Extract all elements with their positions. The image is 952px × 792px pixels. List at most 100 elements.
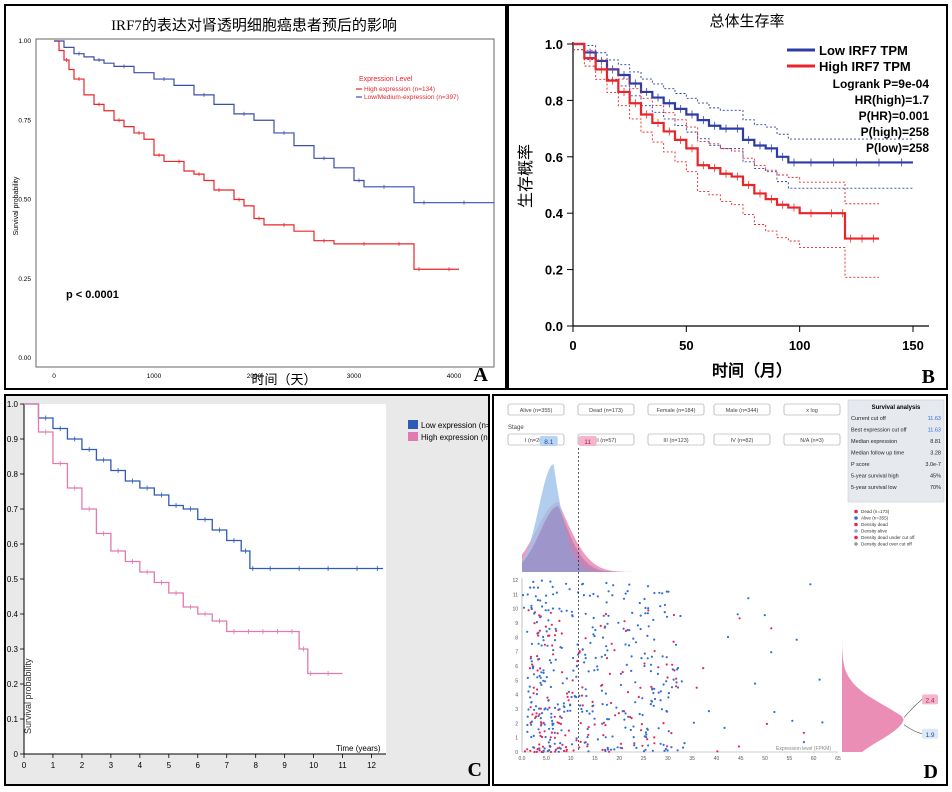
point-alive [559, 742, 562, 745]
point-alive [551, 719, 554, 722]
point-dead [587, 733, 590, 736]
stage-label: Stage [508, 425, 524, 431]
point-dead [535, 712, 538, 715]
y-tick-label: 0.9 [7, 435, 19, 444]
point-dead [538, 749, 541, 752]
filter-button[interactable]: Female (n=184) [647, 403, 705, 416]
point-alive [585, 709, 588, 713]
point-dead [553, 634, 557, 637]
point-alive [558, 607, 561, 610]
point-alive [547, 619, 550, 622]
filter-button[interactable]: x log [783, 403, 841, 416]
point-dead [536, 688, 539, 691]
point-alive [569, 703, 572, 706]
point-dead [610, 642, 613, 645]
point-dead [673, 669, 676, 672]
point-alive [667, 730, 670, 733]
point-dead [553, 736, 556, 739]
point-dead [533, 622, 536, 625]
point-alive [539, 681, 542, 684]
legend-item-high: High expression (n=134) [364, 86, 435, 93]
density-tag-text: 8.1 [544, 439, 553, 446]
point-alive [671, 668, 674, 671]
stage-button[interactable]: IV (n=82) [713, 433, 771, 446]
stage-button[interactable]: N/A (n=3) [783, 433, 841, 446]
point-alive [526, 630, 529, 633]
filter-button[interactable]: Alive (n=355) [507, 403, 565, 416]
point-alive [646, 727, 649, 730]
point-alive [647, 607, 650, 610]
point-alive [636, 624, 639, 627]
y-tick-label: 2 [515, 721, 518, 727]
density-dead [522, 502, 746, 572]
point-alive [605, 645, 608, 648]
point-dead [561, 671, 564, 674]
point-dead [543, 730, 546, 733]
y-tick-label: 5 [515, 678, 518, 684]
point-alive [558, 708, 561, 711]
point-dead [613, 649, 616, 652]
point-alive [604, 653, 607, 657]
point-alive [549, 580, 552, 583]
point-alive [545, 594, 548, 597]
point-alive [596, 595, 599, 598]
point-dead [695, 686, 698, 689]
panel-label-d: D [924, 761, 938, 783]
point-alive [561, 682, 564, 685]
point-alive [645, 736, 648, 739]
stage-button-frame [783, 433, 841, 446]
point-alive [653, 697, 657, 701]
axis-note: Expression level (FPKM) [776, 746, 831, 752]
filter-button-label: Male (n=344) [726, 408, 759, 414]
point-dead [604, 612, 607, 616]
point-alive [683, 742, 686, 745]
point-dead [765, 722, 768, 725]
point-alive [550, 716, 553, 719]
point-dead [535, 750, 538, 753]
point-alive [592, 633, 595, 636]
point-alive [802, 741, 805, 744]
point-alive [633, 744, 636, 747]
filter-button[interactable]: Male (n=344) [713, 403, 771, 416]
y-tick-label: 0.25 [18, 276, 31, 283]
point-alive [624, 726, 627, 729]
x-tick-label: 150 [902, 338, 924, 353]
point-alive [647, 744, 650, 747]
point-alive [635, 746, 638, 749]
point-dead [565, 748, 568, 751]
point-dead [523, 750, 527, 753]
point-alive [531, 667, 535, 670]
point-dead [626, 691, 630, 694]
point-alive [821, 721, 824, 724]
y-tick-label: 3 [515, 707, 518, 713]
point-alive [629, 728, 632, 732]
tag-leader [903, 724, 923, 735]
point-alive [552, 669, 555, 672]
x-tick-label: 7 [224, 761, 229, 770]
point-alive [615, 706, 618, 709]
point-alive [795, 638, 798, 641]
stage-button[interactable]: III (n=123) [647, 433, 705, 446]
point-alive [546, 644, 549, 647]
legend-marker [854, 535, 858, 540]
point-alive [646, 612, 649, 615]
point-dead [551, 644, 554, 647]
point-alive [542, 635, 545, 639]
point-alive [660, 708, 663, 711]
point-alive [675, 681, 678, 684]
x-tick-label: 15 [592, 756, 598, 762]
point-alive [551, 585, 554, 588]
point-alive [627, 715, 630, 718]
point-dead [538, 629, 541, 632]
point-alive [707, 710, 710, 713]
point-dead [531, 663, 534, 666]
point-alive [547, 699, 550, 702]
y-tick-label: 1 [515, 736, 518, 742]
x-tick-label: 50 [679, 338, 693, 353]
density-alive [522, 464, 746, 572]
filter-button[interactable]: Dead (n=173) [577, 403, 635, 416]
point-dead [529, 655, 533, 658]
point-alive [544, 601, 547, 604]
point-alive [723, 726, 726, 729]
legend-item: Density dead over cut off [861, 542, 912, 547]
